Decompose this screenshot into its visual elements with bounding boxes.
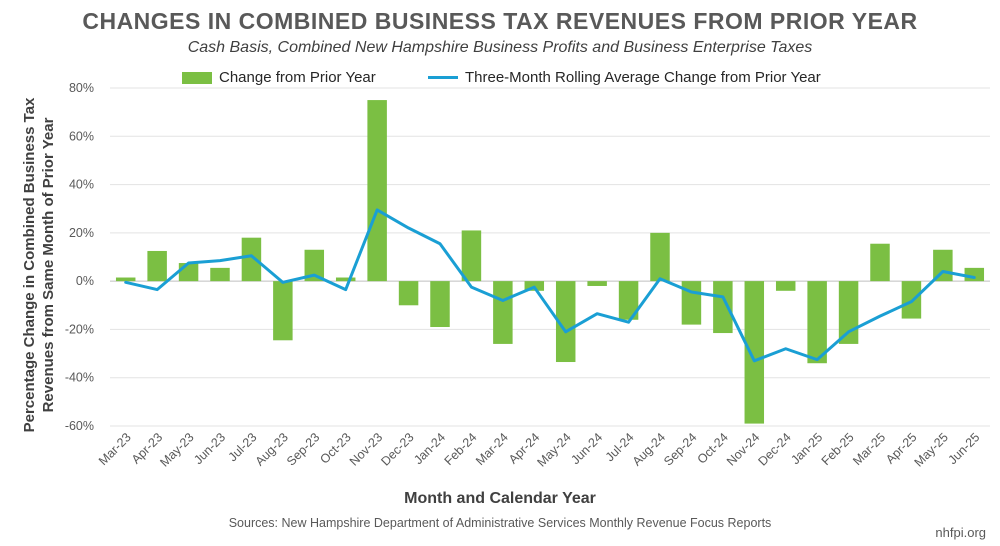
bar <box>367 100 386 281</box>
x-tick-label: Feb-24 <box>442 430 480 468</box>
x-tick-label: May-25 <box>912 430 951 469</box>
x-tick-label: Nov-23 <box>347 430 385 468</box>
bar <box>587 281 606 286</box>
y-tick-label: 60% <box>69 129 94 143</box>
x-tick-label: Feb-25 <box>819 430 857 468</box>
x-tick-label: Aug-23 <box>253 430 291 468</box>
bar <box>179 263 198 281</box>
site-credit: nhfpi.org <box>935 525 986 540</box>
x-tick-label: Jan-24 <box>411 430 448 467</box>
x-tick-label: Sep-23 <box>284 430 322 468</box>
y-tick-label: -60% <box>65 419 94 433</box>
bar <box>147 251 166 281</box>
x-tick-label: Mar-25 <box>850 430 888 468</box>
x-tick-label: Jan-25 <box>788 430 825 467</box>
bar <box>336 278 355 282</box>
bar <box>745 281 764 423</box>
bar <box>242 238 261 281</box>
x-tick-label: Dec-23 <box>378 430 416 468</box>
x-tick-label: Nov-24 <box>724 430 762 468</box>
y-tick-label: -20% <box>65 322 94 336</box>
chart-plot: -60%-40%-20%0%20%40%60%80%Mar-23Apr-23Ma… <box>0 0 1000 546</box>
y-tick-label: 0% <box>76 274 94 288</box>
bar <box>965 268 984 281</box>
x-tick-label: Mar-24 <box>473 430 511 468</box>
x-tick-label: Dec-24 <box>755 430 793 468</box>
source-note: Sources: New Hampshire Department of Adm… <box>0 516 1000 530</box>
y-tick-label: 20% <box>69 226 94 240</box>
x-tick-label: May-24 <box>534 430 573 469</box>
bar <box>650 233 669 281</box>
x-tick-label: Jun-23 <box>191 430 228 467</box>
x-tick-label: Sep-24 <box>661 430 699 468</box>
bar <box>462 230 481 281</box>
x-axis-label: Month and Calendar Year <box>0 490 1000 508</box>
bar <box>713 281 732 333</box>
bar <box>273 281 292 340</box>
y-tick-label: 80% <box>69 81 94 95</box>
bar <box>210 268 229 281</box>
x-tick-label: Mar-23 <box>96 430 134 468</box>
bar <box>399 281 418 305</box>
bar <box>807 281 826 363</box>
bar <box>116 278 135 282</box>
y-tick-label: -40% <box>65 371 94 385</box>
bar <box>493 281 512 344</box>
bar <box>776 281 795 291</box>
x-tick-label: Jun-24 <box>568 430 605 467</box>
x-tick-label: May-23 <box>157 430 196 469</box>
x-tick-label: Aug-24 <box>630 430 668 468</box>
bar <box>839 281 858 344</box>
y-tick-label: 40% <box>69 178 94 192</box>
bar <box>430 281 449 327</box>
x-tick-label: Jun-25 <box>945 430 982 467</box>
bar <box>870 244 889 281</box>
